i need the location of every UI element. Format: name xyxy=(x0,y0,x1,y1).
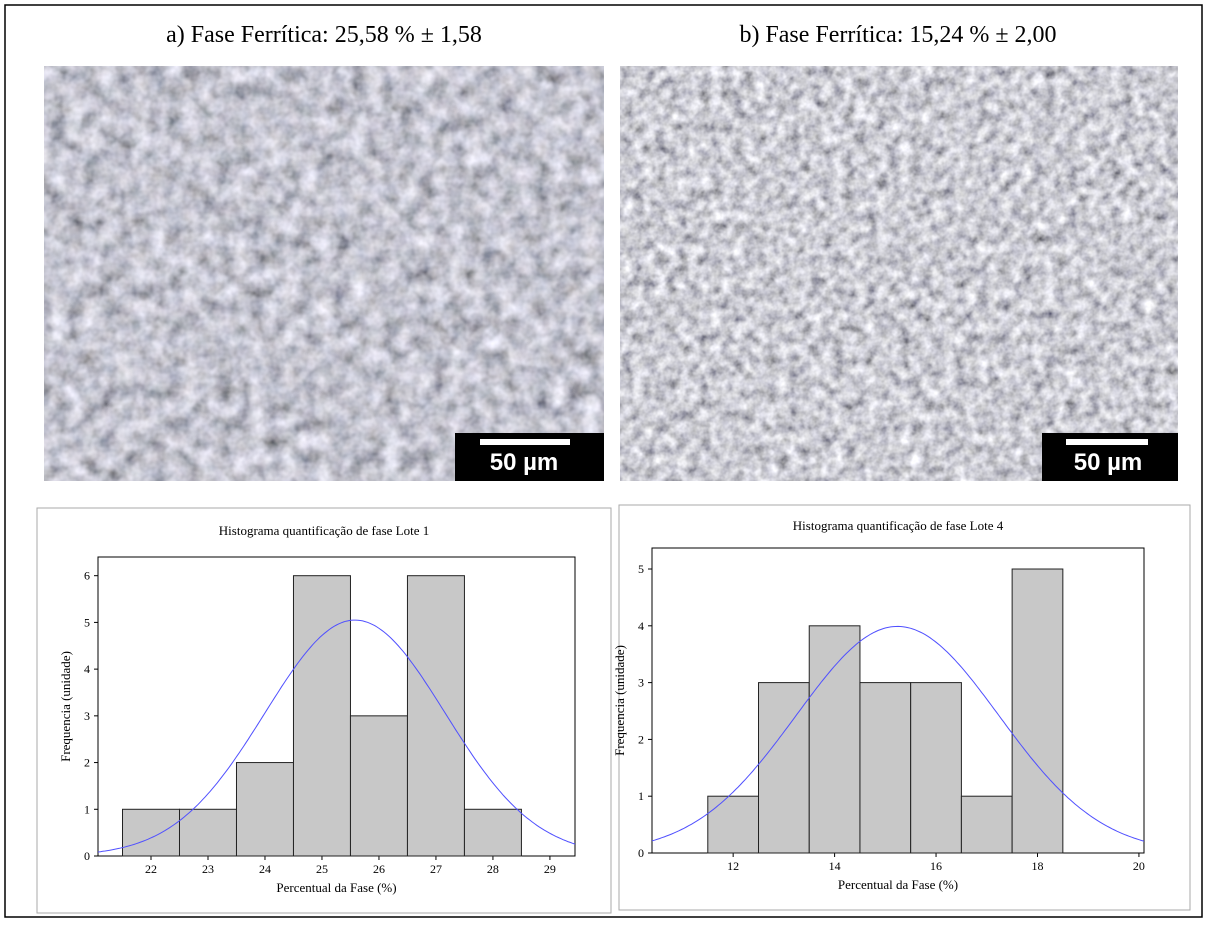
x-tick-label: 25 xyxy=(316,862,328,876)
y-tick-label: 0 xyxy=(84,849,90,863)
bar xyxy=(707,795,760,854)
x-tick-label: 26 xyxy=(373,862,385,876)
x-tick-label: 20 xyxy=(1133,859,1145,873)
x-tick-label: 24 xyxy=(259,862,271,876)
chart-title: Histograma quantificação de fase Lote 1 xyxy=(219,523,429,538)
x-tick-label: 23 xyxy=(202,862,214,876)
micrograph xyxy=(620,66,1178,481)
y-tick-label: 0 xyxy=(638,846,644,860)
bar xyxy=(808,625,861,854)
bar xyxy=(910,682,962,854)
x-tick-label: 16 xyxy=(930,859,942,873)
chart-title: Histograma quantificação de fase Lote 4 xyxy=(793,518,1004,533)
y-tick-label: 1 xyxy=(638,789,644,803)
y-tick-label: 2 xyxy=(84,756,90,770)
x-tick-label: 22 xyxy=(145,862,157,876)
x-axis-label: Percentual da Fase (%) xyxy=(276,880,396,895)
scale-bar-label: 50 µm xyxy=(490,449,559,476)
y-tick-label: 4 xyxy=(638,619,644,633)
x-tick-label: 18 xyxy=(1031,859,1043,873)
y-axis-label: Frequencia (unidade) xyxy=(612,645,627,756)
y-tick-label: 1 xyxy=(84,802,90,816)
y-tick-label: 4 xyxy=(84,662,90,676)
caption: b) Fase Ferrítica: 15,24 % ± 2,00 xyxy=(739,22,1056,48)
bar xyxy=(859,682,912,854)
y-tick-label: 3 xyxy=(638,676,644,690)
x-tick-label: 12 xyxy=(727,859,739,873)
y-tick-label: 3 xyxy=(84,709,90,723)
bar xyxy=(463,808,522,857)
x-tick-label: 27 xyxy=(430,862,442,876)
y-tick-label: 6 xyxy=(84,569,90,583)
scale-bar-label: 50 µm xyxy=(1074,449,1143,476)
scale-bar xyxy=(480,439,570,445)
frame xyxy=(4,4,1203,918)
x-tick-label: 28 xyxy=(487,862,499,876)
bar xyxy=(758,682,810,854)
caption: a) Fase Ferrítica: 25,58 % ± 1,58 xyxy=(166,22,482,48)
chart-box xyxy=(618,504,1191,911)
bar xyxy=(406,575,465,857)
scale-bar xyxy=(1066,439,1148,445)
y-axis-label: Frequencia (unidade) xyxy=(58,651,73,762)
x-axis-label: Percentual da Fase (%) xyxy=(838,877,958,892)
y-tick-label: 5 xyxy=(638,562,644,576)
bar xyxy=(960,795,1013,854)
y-tick-label: 5 xyxy=(84,615,90,629)
bar xyxy=(178,808,237,857)
chart-box xyxy=(36,507,612,914)
bar xyxy=(349,715,408,857)
micrograph xyxy=(44,66,604,481)
x-tick-label: 29 xyxy=(544,862,556,876)
bar xyxy=(1011,568,1064,854)
bar xyxy=(122,808,180,857)
bar xyxy=(235,762,294,857)
fit-curve xyxy=(651,625,1145,842)
x-tick-label: 14 xyxy=(829,859,841,873)
fit-curve xyxy=(97,619,576,853)
bar xyxy=(292,575,351,857)
y-tick-label: 2 xyxy=(638,732,644,746)
